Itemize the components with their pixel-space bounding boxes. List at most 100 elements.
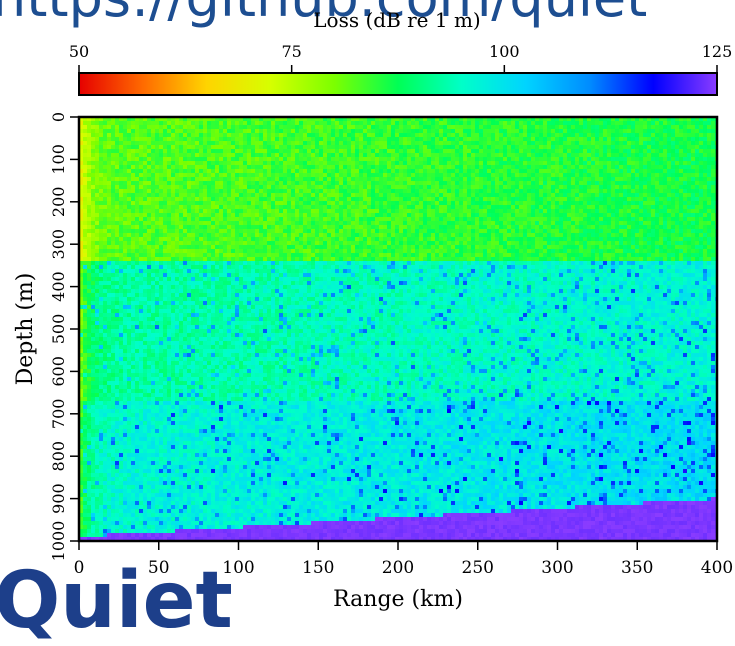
heatmap-cell [111,241,115,245]
heatmap-cell [195,217,199,221]
heatmap-cell [203,521,207,525]
heatmap-cell [135,437,139,441]
heatmap-cell [227,453,231,457]
heatmap-cell [159,209,163,213]
heatmap-cell [107,373,111,377]
heatmap-cell [151,273,155,277]
heatmap-cell [259,321,263,325]
heatmap-cell [219,469,223,473]
heatmap-cell [195,381,199,385]
heatmap-cell [107,245,111,249]
heatmap-cell [99,465,103,469]
heatmap-cell [123,197,127,201]
heatmap-cell [95,437,99,441]
heatmap-cell [123,317,127,321]
heatmap-cell [263,193,267,197]
heatmap-cell [147,521,151,525]
heatmap-cell [263,489,267,493]
heatmap-cell [183,377,187,381]
heatmap-cell [191,125,195,129]
heatmap-cell [147,525,151,529]
heatmap-cell [83,365,87,369]
heatmap-cell [187,353,191,357]
heatmap-cell [175,505,179,509]
heatmap-cell [199,309,203,313]
heatmap-cell [155,177,159,181]
heatmap-cell [87,469,91,473]
heatmap-cell [91,361,95,365]
heatmap-cell [83,461,87,465]
heatmap-cell [251,221,255,225]
heatmap-cell [263,473,267,477]
heatmap-cell [227,237,231,241]
heatmap-cell [239,165,243,169]
heatmap-cell [147,497,151,501]
heatmap-cell [99,461,103,465]
heatmap-cell [219,333,223,337]
heatmap-cell [179,357,183,361]
heatmap-cell [139,361,143,365]
heatmap-cell [263,137,267,141]
heatmap-cell [131,361,135,365]
heatmap-cell [107,169,111,173]
heatmap-cell [83,153,87,157]
heatmap-cell [99,137,103,141]
heatmap-cell [247,413,251,417]
heatmap-cell [183,189,187,193]
heatmap-cell [219,485,223,489]
heatmap-cell [155,361,159,365]
heatmap-cell [259,329,263,333]
heatmap-cell [195,245,199,249]
heatmap-cell [131,409,135,413]
heatmap-cell [155,201,159,205]
heatmap-cell [155,285,159,289]
heatmap-cell [179,501,183,505]
heatmap-cell [243,429,247,433]
heatmap-cell [255,417,259,421]
heatmap-cell [207,209,211,213]
heatmap-cell [247,501,251,505]
heatmap-cell [123,509,127,513]
heatmap-cell [131,421,135,425]
heatmap-cell [155,197,159,201]
heatmap-cell [231,317,235,321]
heatmap-cell [87,213,91,217]
heatmap-cell [115,309,119,313]
heatmap-cell [243,449,247,453]
heatmap-cell [227,481,231,485]
heatmap-cell [123,277,127,281]
heatmap-cell [263,349,267,353]
heatmap-cell [263,377,267,381]
heatmap-cell [251,129,255,133]
heatmap-cell [155,389,159,393]
heatmap-cell [183,197,187,201]
heatmap-cell [115,193,119,197]
heatmap-cell [115,225,119,229]
heatmap-cell [199,217,203,221]
heatmap-cell [259,233,263,237]
heatmap-cell [243,505,247,509]
heatmap-cell [259,305,263,309]
heatmap-cell [103,397,107,401]
heatmap-cell [163,305,167,309]
heatmap-cell [179,145,183,149]
heatmap-cell [239,237,243,241]
heatmap-cell [187,133,191,137]
heatmap-cell [95,397,99,401]
heatmap-cell [239,525,243,529]
heatmap-cell [99,169,103,173]
heatmap-cell [159,253,163,257]
heatmap-cell [187,185,191,189]
heatmap-cell [239,185,243,189]
heatmap-cell [127,325,131,329]
heatmap-cell [159,533,163,537]
heatmap-cell [119,349,123,353]
heatmap-cell [251,125,255,129]
heatmap-cell [147,205,151,209]
heatmap-cell [127,177,131,181]
heatmap-cell [187,333,191,337]
heatmap-cell [171,397,175,401]
heatmap-cell [251,337,255,341]
heatmap-cell [151,145,155,149]
heatmap-cell [119,441,123,445]
